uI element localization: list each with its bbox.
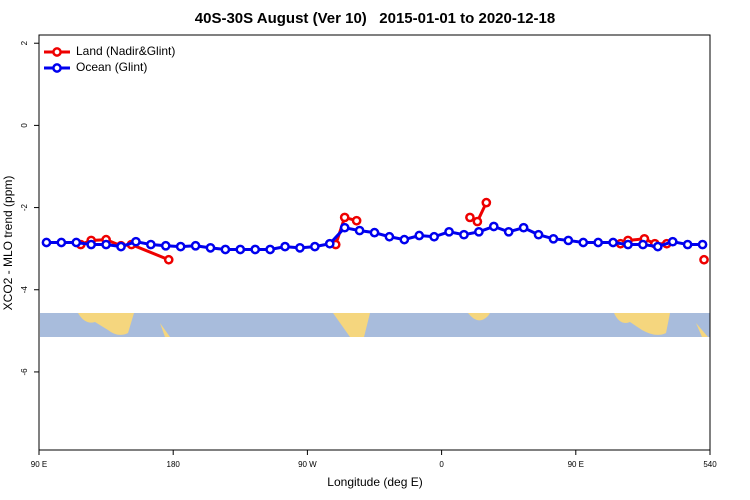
point [414,230,425,241]
point [86,239,97,250]
point [41,237,52,248]
point [250,244,261,255]
point [71,237,82,248]
point [518,222,529,233]
y-tick-label: 0 [20,123,29,128]
legend-marker [52,47,62,57]
point [280,241,290,252]
point [384,231,395,242]
point [163,254,174,265]
point [608,237,618,248]
point [265,244,275,255]
legend-marker [52,63,62,73]
point [563,235,574,246]
y-tick-label: -2 [20,203,29,211]
map-strip [40,313,710,337]
y-tick-label: 2 [20,40,29,45]
point [474,226,484,237]
point [339,222,350,233]
point [399,234,410,245]
x-tick-label: 90 W [298,460,317,469]
point [699,254,709,265]
point [190,240,201,251]
point [593,237,604,248]
point [295,242,305,253]
x-tick-label: 540 [703,460,717,469]
point [131,236,141,247]
point [101,239,111,250]
point [369,227,380,238]
point [160,240,171,251]
point [339,212,350,223]
point [533,229,544,240]
point [220,244,231,255]
point [310,241,320,252]
point [548,233,559,244]
point [682,239,693,250]
plot-frame [38,34,711,451]
point [578,237,589,248]
y-axis-label: XCO2 - MLO trend (ppm) [1,176,15,311]
point [481,197,492,208]
x-tick-label: 90 E [568,460,584,469]
point [145,239,156,250]
y-tick-label: -4 [20,286,29,294]
point [652,241,663,252]
x-tick-label: 180 [167,460,181,469]
point [697,239,708,250]
point [472,216,483,227]
point [235,244,246,255]
point [324,238,335,249]
point [56,237,67,248]
point [638,239,648,250]
point [488,221,499,232]
point [429,231,439,242]
point [205,242,216,253]
point [116,241,126,252]
x-axis-label: Longitude (deg E) [327,475,422,489]
x-tick-label: 0 [439,460,444,469]
y-tick-label: -6 [20,368,29,376]
chart-title: 40S-30S August (Ver 10) 2015-01-01 to 20… [195,10,555,27]
point [175,241,186,252]
point [459,229,469,240]
point [503,226,514,237]
point [667,236,678,247]
point [623,239,633,250]
point [354,225,365,236]
legend-label: Ocean (Glint) [76,60,147,74]
point [444,226,454,237]
point [465,212,475,223]
legend-label: Land (Nadir&Glint) [76,44,175,58]
point [351,215,362,226]
x-tick-label: 90 E [31,460,47,469]
